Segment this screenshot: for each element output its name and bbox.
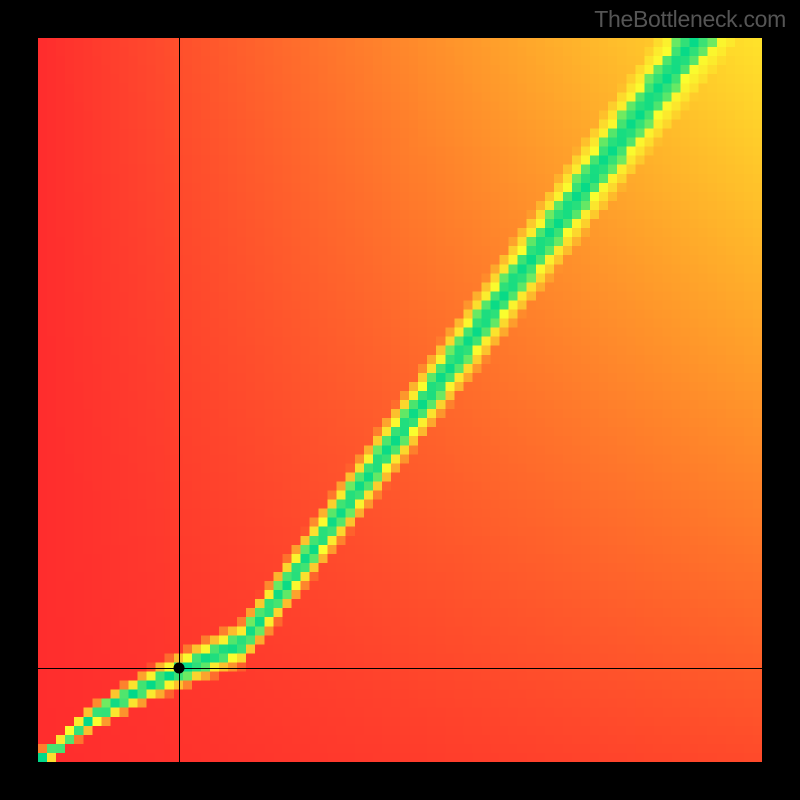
heatmap-plot — [38, 38, 762, 762]
crosshair-marker — [174, 662, 185, 673]
watermark-text: TheBottleneck.com — [594, 6, 786, 33]
crosshair-horizontal — [38, 668, 762, 669]
root: TheBottleneck.com — [0, 0, 800, 800]
crosshair-vertical — [179, 38, 180, 762]
heatmap-canvas — [38, 38, 762, 762]
